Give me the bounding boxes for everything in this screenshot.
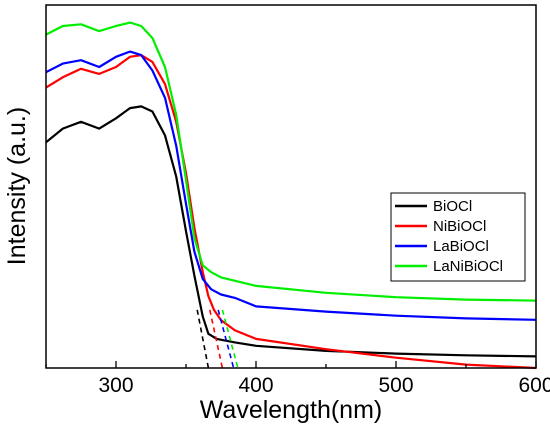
legend-label-labiocl: LaBiOCl: [433, 238, 489, 255]
plot-area: [45, 21, 537, 370]
x-tick-label: 400: [238, 374, 273, 397]
series-line-lanibiocl: [45, 21, 537, 302]
series-line-labiocl: [45, 50, 537, 321]
tangent-line-lanibiocl: [221, 309, 239, 369]
legend: BiOCl NiBiOCl LaBiOCl LaNiBiOCl: [390, 192, 526, 282]
legend-label-biocl: BiOCl: [433, 198, 472, 215]
legend-label-nibiocl: NiBiOCl: [433, 218, 486, 235]
series-line-biocl: [45, 105, 537, 358]
x-axis-label: Wavelength(nm): [200, 396, 382, 424]
x-tick-label: 500: [378, 374, 413, 397]
legend-label-lanibiocl: LaNiBiOCl: [433, 258, 503, 275]
tangent-line-labiocl: [217, 309, 235, 369]
y-axis-label: Intensity (a.u.): [3, 107, 31, 265]
plot-frame: [45, 4, 537, 369]
x-axis: 300 400 500 600: [45, 361, 550, 397]
series-line-nibiocl: [45, 54, 537, 370]
x-tick-label: 600: [518, 374, 550, 397]
tangent-line-biocl: [196, 309, 210, 369]
x-tick-label: 300: [98, 374, 133, 397]
tangent-line-nibiocl: [209, 309, 224, 369]
